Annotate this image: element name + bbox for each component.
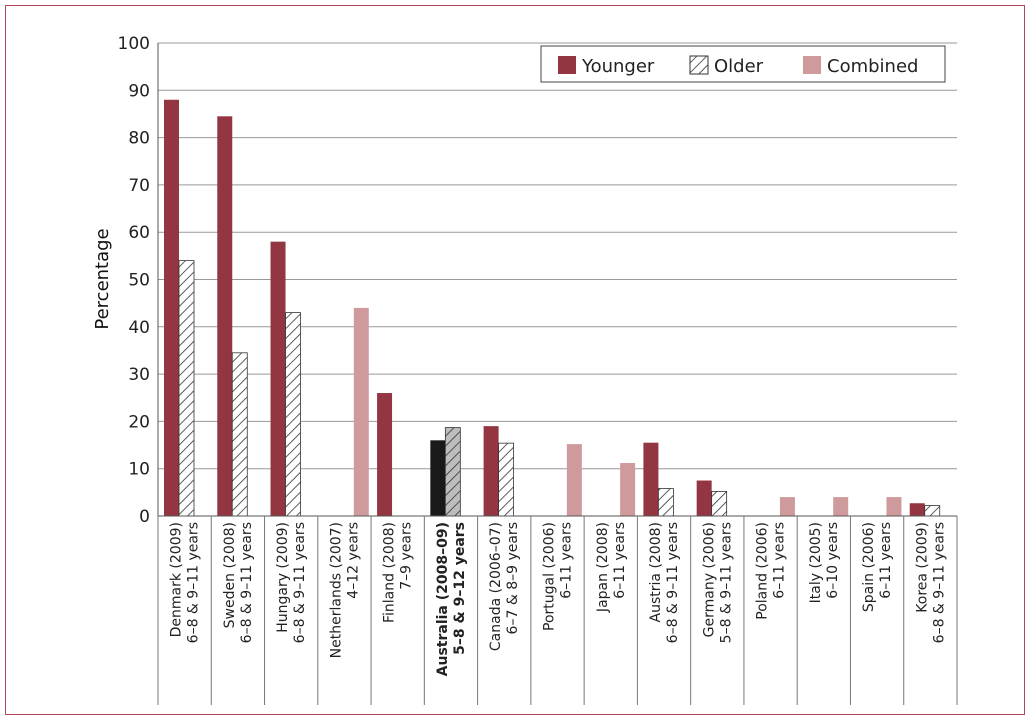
category-label-line1: Austria (2008)	[648, 522, 664, 622]
category-label-line2: 6–11 years	[612, 522, 628, 599]
category-label-line1: Netherlands (2007)	[328, 522, 344, 658]
bar-combined	[620, 463, 636, 516]
bar-younger	[164, 99, 179, 516]
category-label-line1: Denmark (2009)	[169, 522, 185, 637]
legend: Younger Older Combined	[540, 45, 946, 83]
category-label: Korea (2009) 6–8 & 9–11 years	[914, 522, 947, 643]
category-label: Denmark (2009) 6–8 & 9–11 years	[169, 522, 202, 643]
y-tick-label: 80	[128, 129, 150, 149]
category-label-line1: Sweden (2008)	[222, 522, 238, 628]
category-label-line2: 6–8 & 9–11 years	[186, 522, 202, 643]
category-label-line2: 6–8 & 9–11 years	[665, 522, 681, 643]
category-label-line2: 6–11 years	[559, 522, 575, 599]
category-labels: Denmark (2009) 6–8 & 9–11 years Sweden (20…	[169, 522, 948, 676]
y-tick-label: 0	[139, 507, 150, 527]
category-label-line2: 5–8 & 9–11 years	[718, 522, 734, 643]
y-tick-label: 60	[128, 223, 150, 243]
bar-younger	[430, 440, 446, 516]
category-label: Portugal (2006) 6–11 years	[542, 522, 575, 631]
axes	[157, 43, 958, 705]
bars	[164, 99, 941, 517]
category-label-line1: Hungary (2009)	[275, 522, 291, 633]
legend-swatch-older	[689, 55, 709, 75]
category-label-line2: 6–10 years	[825, 522, 841, 599]
category-label-line1: Finland (2008)	[382, 522, 398, 623]
bar-older	[285, 312, 301, 517]
y-axis-ticks: 0 10 20 30 40 50 60 70 80 90 100	[118, 34, 150, 527]
category-label-line1: Germany (2006)	[701, 522, 717, 637]
bar-younger	[483, 426, 499, 516]
y-tick-label: 30	[128, 365, 150, 385]
y-axis-label: Percentage	[92, 228, 113, 329]
category-label-line1: Poland (2006)	[755, 522, 771, 620]
bar-older	[231, 352, 248, 517]
y-tick-label: 40	[128, 318, 150, 338]
legend-box	[540, 45, 946, 83]
bar-younger	[696, 480, 712, 516]
legend-swatch-combined	[803, 56, 821, 74]
category-label-line1: Japan (2008)	[595, 522, 611, 613]
bar-younger	[643, 442, 659, 516]
bar-younger	[377, 393, 393, 516]
category-label: Germany (2006) 5–8 & 9–11 years	[701, 522, 734, 643]
y-tick-label: 50	[128, 271, 150, 291]
category-label-line1: Korea (2009)	[914, 522, 930, 613]
legend-label-younger: Younger	[581, 56, 655, 77]
y-tick-label: 70	[128, 176, 150, 196]
category-label: Japan (2008) 6–11 years	[595, 522, 628, 613]
bar-older	[498, 442, 515, 517]
bar-younger	[909, 503, 925, 516]
category-label-line1: Portugal (2006)	[542, 522, 558, 631]
legend-label-older: Older	[714, 56, 764, 77]
category-label-line2: 7–9 years	[399, 522, 415, 590]
category-label-line2: 6–8 & 9–11 years	[239, 522, 255, 643]
category-label: Italy (2005) 6–10 years	[808, 522, 841, 603]
category-label: Netherlands (2007) 4–12 years	[328, 522, 361, 658]
category-label-line2: 6–11 years	[878, 522, 894, 599]
bar-older	[444, 427, 461, 517]
category-label: Australia (2008–09) 5–8 & 9–12 years	[435, 522, 468, 676]
category-label-line2: 6–11 years	[772, 522, 788, 599]
category-label: Sweden (2008) 6–8 & 9–11 years	[222, 522, 255, 643]
category-label-line1: Italy (2005)	[808, 522, 824, 603]
category-label-line2: 6–7 & 8–9 years	[505, 522, 521, 634]
legend-label-combined: Combined	[827, 56, 918, 77]
bar-combined	[566, 444, 582, 516]
category-label-line2: 6–8 & 9–11 years	[931, 522, 947, 643]
legend-swatch-younger	[558, 56, 576, 74]
bar-combined	[833, 497, 849, 516]
category-label: Spain (2006) 6–11 years	[861, 522, 894, 612]
bar-older	[711, 491, 728, 517]
category-label: Poland (2006) 6–11 years	[755, 522, 788, 620]
bar-younger	[270, 241, 286, 516]
category-label: Canada (2006–07) 6–7 & 8–9 years	[488, 522, 521, 651]
category-label: Austria (2008) 6–8 & 9–11 years	[648, 522, 681, 643]
bar-combined	[353, 307, 369, 516]
bar-older	[658, 488, 674, 517]
bar-combined	[886, 497, 902, 516]
bar-combined	[779, 497, 795, 516]
category-label-line2: 5–8 & 9–12 years	[452, 522, 468, 655]
bar-older	[178, 260, 195, 517]
y-tick-label: 20	[128, 412, 150, 432]
category-label: Hungary (2009) 6–8 & 9–11 years	[275, 522, 308, 643]
category-label-line2: 6–8 & 9–11 years	[292, 522, 308, 643]
bar-older	[924, 505, 941, 517]
category-label-line1: Spain (2006)	[861, 522, 877, 612]
category-label-line2: 4–12 years	[345, 522, 361, 599]
category-label: Finland (2008) 7–9 years	[382, 522, 415, 623]
y-tick-label: 100	[118, 34, 150, 54]
category-label-line1: Australia (2008–09)	[435, 522, 451, 676]
bar-younger	[217, 116, 233, 516]
y-tick-label: 10	[128, 460, 150, 480]
category-label-line1: Canada (2006–07)	[488, 522, 504, 651]
y-tick-label: 90	[128, 81, 150, 101]
